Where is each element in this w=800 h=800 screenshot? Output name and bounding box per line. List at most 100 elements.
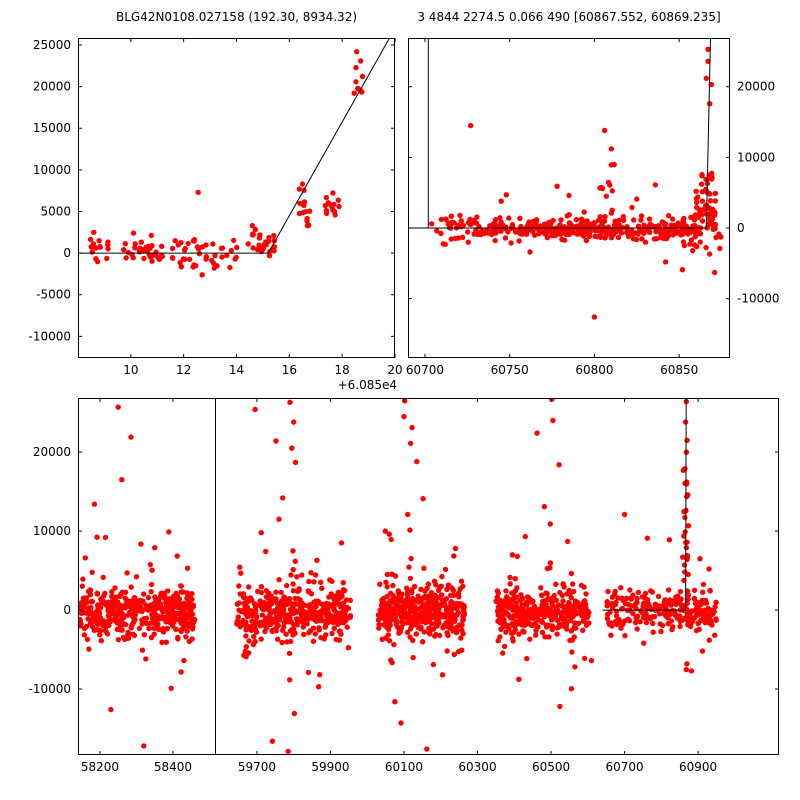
scatter-point bbox=[130, 603, 137, 609]
scatter-point bbox=[334, 597, 340, 603]
scatter-point bbox=[415, 606, 421, 612]
x-tick-label: 10 bbox=[123, 363, 138, 377]
scatter-point bbox=[138, 541, 144, 547]
scatter-point bbox=[540, 609, 546, 615]
scatter-point bbox=[316, 625, 322, 631]
scatter-point bbox=[183, 634, 189, 640]
scatter-point bbox=[538, 585, 544, 591]
scatter-point bbox=[548, 224, 554, 230]
scatter-point bbox=[592, 227, 598, 234]
scatter-point bbox=[500, 650, 506, 656]
scatter-point bbox=[282, 597, 288, 603]
scatter-point bbox=[671, 598, 677, 604]
scatter-point bbox=[287, 399, 293, 405]
scatter-point bbox=[115, 637, 122, 643]
scatter-point bbox=[159, 639, 165, 645]
scatter-point bbox=[319, 601, 325, 607]
scatter-point bbox=[517, 607, 524, 614]
scatter-point bbox=[451, 553, 457, 559]
scatter-point bbox=[568, 686, 575, 692]
scatter-point bbox=[93, 245, 99, 251]
scatter-point bbox=[578, 582, 585, 589]
scatter-point bbox=[588, 657, 595, 664]
scatter-point bbox=[507, 581, 513, 587]
scatter-point bbox=[695, 194, 701, 200]
scatter-point bbox=[299, 181, 306, 187]
scatter-point bbox=[410, 595, 416, 602]
scatter-point bbox=[524, 655, 530, 662]
scatter-point bbox=[343, 597, 350, 603]
scatter-point bbox=[147, 620, 153, 626]
scatter-point bbox=[272, 598, 278, 604]
scatter-point bbox=[271, 618, 277, 624]
scatter-point bbox=[442, 241, 448, 247]
scatter-point bbox=[210, 241, 216, 247]
scatter-point bbox=[388, 657, 394, 663]
scatter-point bbox=[294, 574, 300, 580]
scatter-point bbox=[178, 589, 184, 595]
scatter-point bbox=[296, 210, 303, 217]
scatter-point bbox=[292, 595, 298, 602]
scatter-point bbox=[627, 587, 633, 593]
scatter-point bbox=[252, 406, 258, 413]
scatter-point bbox=[161, 627, 167, 633]
scatter-point bbox=[523, 611, 529, 617]
scatter-point bbox=[93, 609, 99, 615]
scatter-point bbox=[296, 587, 302, 593]
scatter-point bbox=[285, 601, 291, 607]
scatter-point bbox=[620, 217, 627, 224]
scatter-point bbox=[557, 703, 563, 710]
scatter-point bbox=[172, 615, 178, 622]
scatter-point bbox=[253, 607, 259, 614]
scatter-point bbox=[418, 586, 424, 592]
scatter-point bbox=[115, 404, 121, 410]
scatter-point bbox=[643, 619, 650, 626]
scatter-point bbox=[95, 621, 101, 628]
scatter-point bbox=[141, 591, 147, 597]
scatter-point bbox=[428, 626, 435, 633]
scatter-point bbox=[307, 602, 313, 608]
scatter-point bbox=[376, 625, 382, 631]
scatter-point bbox=[439, 672, 446, 678]
scatter-point bbox=[647, 604, 653, 610]
scatter-point bbox=[424, 595, 431, 601]
scatter-point bbox=[383, 579, 389, 585]
scatter-point bbox=[178, 604, 185, 610]
scatter-point bbox=[247, 608, 254, 614]
scatter-point bbox=[139, 647, 146, 653]
scatter-point bbox=[639, 236, 645, 242]
scatter-point bbox=[608, 146, 615, 152]
y-tick-label: -10000 bbox=[28, 329, 71, 343]
scatter-point bbox=[521, 629, 527, 635]
scatter-point bbox=[94, 591, 101, 597]
scatter-point bbox=[533, 632, 539, 638]
scatter-point bbox=[339, 615, 346, 622]
scatter-point bbox=[517, 215, 523, 221]
scatter-point bbox=[102, 590, 108, 597]
scatter-point bbox=[404, 585, 410, 591]
scatter-point bbox=[89, 624, 96, 630]
scatter-point bbox=[340, 620, 347, 626]
scatter-point bbox=[682, 419, 689, 425]
scatter-point bbox=[109, 589, 115, 595]
scatter-point bbox=[657, 230, 663, 236]
scatter-point bbox=[290, 603, 296, 610]
scatter-point bbox=[273, 589, 279, 595]
scatter-point bbox=[662, 259, 669, 265]
scatter-point bbox=[707, 587, 713, 594]
scatter-point bbox=[148, 634, 155, 641]
scatter-point bbox=[325, 200, 332, 206]
scatter-point bbox=[329, 630, 335, 637]
scatter-point bbox=[290, 548, 296, 554]
scatter-point bbox=[514, 613, 521, 619]
scatter-point bbox=[624, 224, 630, 230]
scatter-point bbox=[238, 570, 244, 576]
scatter-point bbox=[659, 622, 666, 629]
scatter-point bbox=[347, 613, 354, 619]
scatter-point bbox=[590, 223, 596, 229]
scatter-point bbox=[112, 600, 118, 606]
scatter-point bbox=[323, 194, 330, 201]
scatter-point bbox=[624, 595, 630, 601]
scatter-point bbox=[418, 611, 424, 618]
scatter-point bbox=[401, 413, 407, 420]
